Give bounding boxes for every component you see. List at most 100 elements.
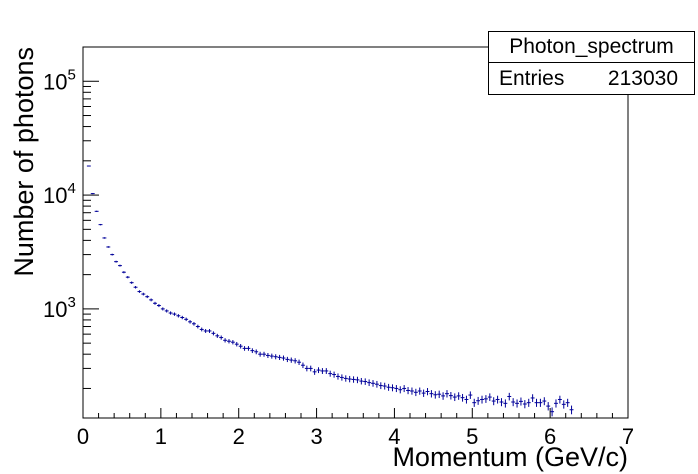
data-point [141, 292, 146, 296]
data-point [499, 398, 504, 407]
data-point [156, 304, 161, 308]
data-point [238, 343, 243, 349]
data-point [176, 314, 181, 318]
x-tick-label: 4 [388, 424, 400, 449]
x-tick-label: 2 [233, 424, 245, 449]
data-point [114, 260, 119, 263]
data-point [452, 393, 457, 402]
data-point [332, 371, 337, 378]
x-tick-label: 1 [155, 424, 167, 449]
data-point [265, 352, 270, 359]
data-point [503, 399, 508, 408]
data-point [195, 324, 200, 329]
data-point [188, 320, 192, 324]
data-point [149, 298, 154, 302]
data-point [336, 373, 340, 380]
data-point [316, 367, 321, 374]
x-tick-label: 3 [310, 424, 322, 449]
data-point [557, 395, 562, 404]
data-point [164, 309, 169, 313]
axis-minor-ticks [98, 413, 613, 418]
data-point [203, 329, 208, 333]
data-point [285, 356, 290, 363]
stats-box-entries-label: Entries [499, 67, 565, 90]
data-point [172, 312, 177, 316]
data-point [324, 368, 329, 374]
data-point [413, 388, 418, 397]
data-point [347, 375, 352, 383]
data-point [378, 382, 383, 390]
data-point [339, 374, 344, 381]
data-point [133, 285, 138, 289]
data-point [230, 340, 235, 345]
y-axis-label: Number of photons [9, 47, 39, 277]
data-point [153, 301, 157, 305]
data-point [390, 384, 395, 392]
data-point [472, 398, 477, 407]
data-point [250, 348, 255, 354]
y-tick-exponent: 4 [67, 180, 75, 197]
data-point [343, 375, 348, 382]
data-point [546, 402, 551, 411]
data-point [351, 376, 356, 383]
data-point [328, 370, 333, 377]
data-point [456, 392, 461, 400]
data-point [297, 359, 301, 365]
data-point [421, 389, 426, 397]
data-point [371, 380, 375, 387]
data-point [468, 391, 473, 399]
data-point [425, 388, 430, 396]
stats-box-entries-value: 213030 [607, 67, 678, 90]
data-point [410, 387, 414, 395]
data-point [227, 339, 231, 344]
data-point [495, 395, 500, 404]
data-point [160, 307, 165, 311]
stats-box-title: Photon_spectrum [489, 32, 694, 63]
data-point [480, 395, 484, 404]
data-point [180, 315, 185, 320]
data-point [312, 368, 317, 375]
data-point [487, 393, 492, 402]
data-point [406, 387, 410, 395]
data-point [246, 346, 251, 351]
data-point [137, 290, 142, 293]
data-point [308, 365, 313, 372]
data-point [511, 398, 516, 407]
data-point [94, 210, 99, 212]
data-point [565, 398, 570, 407]
data-point [554, 399, 558, 408]
y-tick-label: 103 [43, 294, 76, 322]
data-point [550, 407, 555, 417]
data-point [530, 394, 535, 402]
data-point [382, 382, 387, 390]
y-tick-base: 10 [43, 183, 67, 208]
data-point [355, 376, 360, 384]
data-point [145, 295, 150, 299]
data-point [121, 271, 126, 274]
data-point [304, 365, 309, 372]
data-point [429, 390, 434, 398]
data-point [118, 264, 122, 267]
data-point [129, 281, 134, 284]
data-point [125, 276, 130, 279]
y-tick-base: 10 [43, 69, 67, 94]
data-point [569, 405, 574, 415]
data-point [168, 311, 173, 315]
data-point [386, 383, 391, 391]
data-point [86, 165, 91, 167]
x-axis-label: Momentum (GeV/c) [392, 442, 628, 472]
data-point [398, 386, 403, 394]
data-point [417, 387, 422, 395]
y-tick-label: 104 [43, 180, 76, 208]
data-point [445, 390, 449, 398]
data-point [534, 398, 539, 407]
x-tick-label: 0 [77, 424, 89, 449]
data-points [86, 165, 574, 417]
data-point [522, 400, 527, 409]
data-point [460, 393, 465, 402]
data-point [437, 390, 442, 399]
data-point [199, 327, 204, 332]
data-point [184, 317, 189, 322]
data-point [262, 351, 266, 357]
